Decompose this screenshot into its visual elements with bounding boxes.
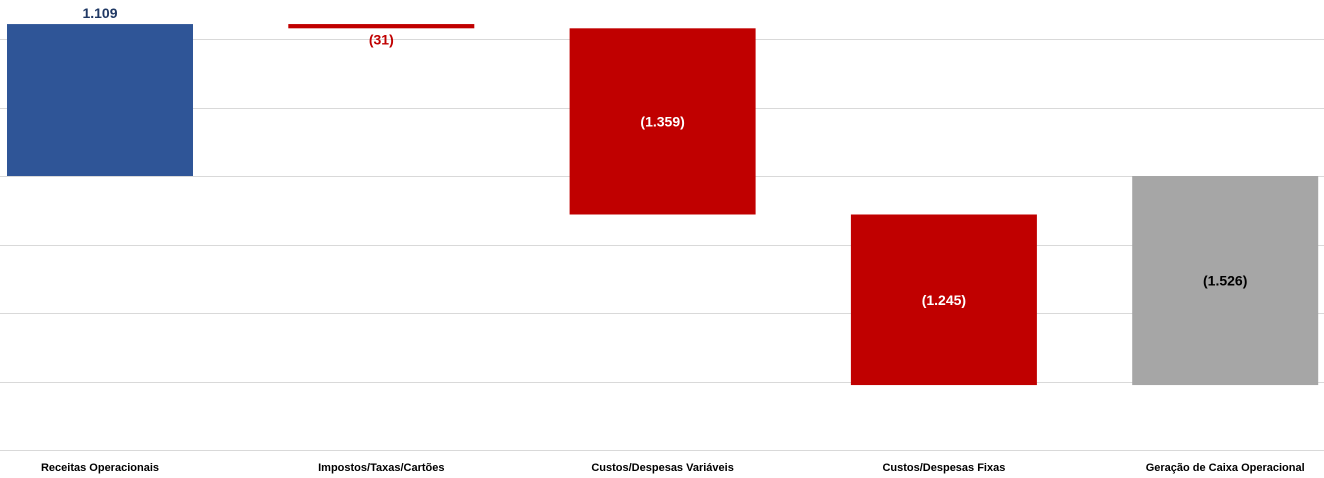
bar-3 (850, 214, 1037, 386)
data-label-3: (1.245) (922, 292, 966, 308)
data-label-4: (1.526) (1203, 273, 1247, 289)
category-labels: Receitas Operacionais Impostos/Taxas/Cart… (41, 462, 1305, 474)
category-label-2: Custos/Despesas Variáveis (591, 462, 733, 474)
category-label-3: Custos/Despesas Fixas (882, 462, 1005, 474)
data-label-0: 1.109 (82, 5, 117, 21)
data-label-2: (1.359) (640, 113, 684, 129)
bars (7, 24, 1319, 386)
bar-2 (569, 28, 756, 215)
category-label-1: Impostos/Taxas/Cartões (318, 462, 444, 474)
data-labels: 1.109 (31) (1.359) (1.245) (1.526) (82, 5, 1247, 308)
category-label-0: Receitas Operacionais (41, 462, 159, 474)
category-label-4: Geração de Caixa Operacional (1146, 462, 1305, 474)
data-label-1: (31) (369, 31, 394, 47)
bar-0 (7, 24, 193, 176)
bar-1 (288, 24, 475, 29)
bar-4 (1132, 176, 1319, 386)
